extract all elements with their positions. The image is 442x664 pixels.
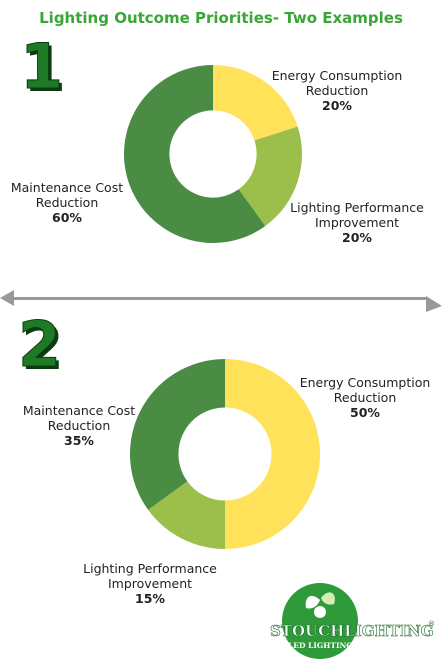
donut-1-slice-lighting <box>238 126 302 227</box>
example-2-energy-label: Energy Consumption Reduction 50% <box>290 375 440 420</box>
example-2-maintenance-pct: 35% <box>64 433 94 448</box>
donut-2-slice-lighting <box>148 481 225 549</box>
example-2-lighting-line2: Improvement <box>107 576 193 591</box>
example-1-energy-label: Energy Consumption Reduction 20% <box>262 68 412 113</box>
example-1-energy-line1: Energy Consumption <box>271 68 403 83</box>
donut-2-slice-maintenance <box>129 359 225 510</box>
page-title: Lighting Outcome Priorities- Two Example… <box>39 9 403 27</box>
example-2-lighting-label: Lighting Performance Improvement 15% <box>70 561 230 606</box>
example-2-lighting-pct: 15% <box>135 591 165 606</box>
example-1-maintenance-line2: Reduction <box>35 195 99 210</box>
donut-chart-2 <box>129 359 320 549</box>
example-1-maintenance-line1: Maintenance Cost <box>10 180 124 195</box>
example-2-maintenance-line1: Maintenance Cost <box>22 403 136 418</box>
donut-2-slice-energy <box>225 359 320 549</box>
example-2-number: 2 <box>17 308 62 381</box>
example-2-lighting-line1: Lighting Performance <box>83 561 217 576</box>
donut-chart-1 <box>123 65 302 244</box>
example-1-energy-pct: 20% <box>322 98 352 113</box>
divider-left-arrow <box>0 290 18 306</box>
example-1-number: 1 <box>19 30 64 103</box>
example-1-lighting-line2: Improvement <box>314 215 400 230</box>
stouch-lighting-logo: STOUCHLIGHTING ® LED LIGHTING SOLUTIONS <box>268 580 440 660</box>
example-2-energy-line2: Reduction <box>333 390 397 405</box>
example-1-maintenance-label: Maintenance Cost Reduction 60% <box>0 180 134 225</box>
example-1-energy-line2: Reduction <box>305 83 369 98</box>
example-1-maintenance-pct: 60% <box>52 210 82 225</box>
logo-brand-text: STOUCHLIGHTING <box>270 622 434 640</box>
example-2-maintenance-line2: Reduction <box>47 418 111 433</box>
donut-1-slice-energy <box>213 65 298 141</box>
example-1-lighting-line1: Lighting Performance <box>290 200 424 215</box>
logo-registered-mark: ® <box>428 620 435 628</box>
divider-line <box>14 297 428 300</box>
logo-graphic: STOUCHLIGHTING ® LED LIGHTING SOLUTIONS <box>270 583 435 659</box>
example-1-lighting-pct: 20% <box>342 230 372 245</box>
donut-1-slice-maintenance <box>123 65 266 244</box>
leaf-icon <box>305 595 320 609</box>
example-2-maintenance-label: Maintenance Cost Reduction 35% <box>12 403 146 448</box>
leaf-icon-right <box>321 592 335 605</box>
divider-right-arrow <box>426 296 442 312</box>
logo-tagline: LED LIGHTING SOLUTIONS <box>288 641 407 650</box>
example-2-energy-line1: Energy Consumption <box>299 375 431 390</box>
bulb-icon <box>314 606 326 618</box>
section-divider <box>0 290 442 312</box>
logo-circle <box>282 583 358 659</box>
example-2-energy-pct: 50% <box>350 405 380 420</box>
example-1-lighting-label: Lighting Performance Improvement 20% <box>282 200 432 245</box>
